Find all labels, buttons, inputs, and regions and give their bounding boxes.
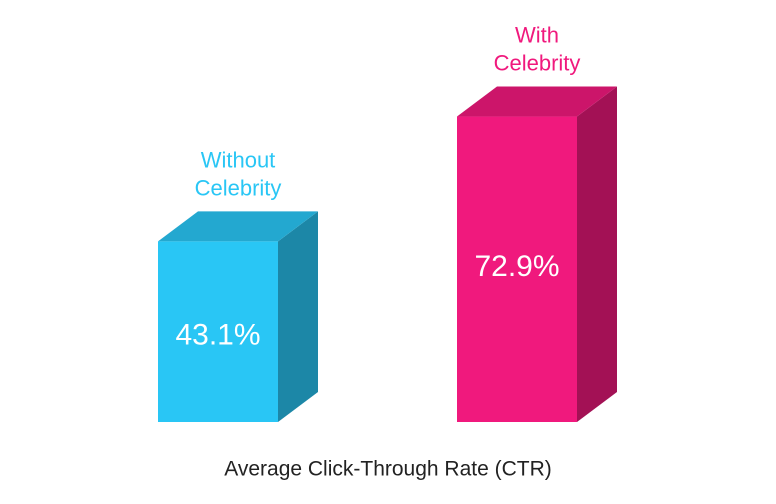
bar-side xyxy=(577,86,617,422)
bar-side xyxy=(278,211,318,422)
value-label: 43.1% xyxy=(175,319,260,352)
bar xyxy=(158,241,278,422)
category-label: Without Celebrity xyxy=(195,147,282,200)
chart-title: Average Click-Through Rate (CTR) xyxy=(224,458,552,481)
value-label: 72.9% xyxy=(474,250,559,283)
bar xyxy=(457,116,577,422)
bar-top xyxy=(457,86,617,117)
bar-top xyxy=(158,211,318,242)
category-label: With Celebrity xyxy=(494,22,581,75)
